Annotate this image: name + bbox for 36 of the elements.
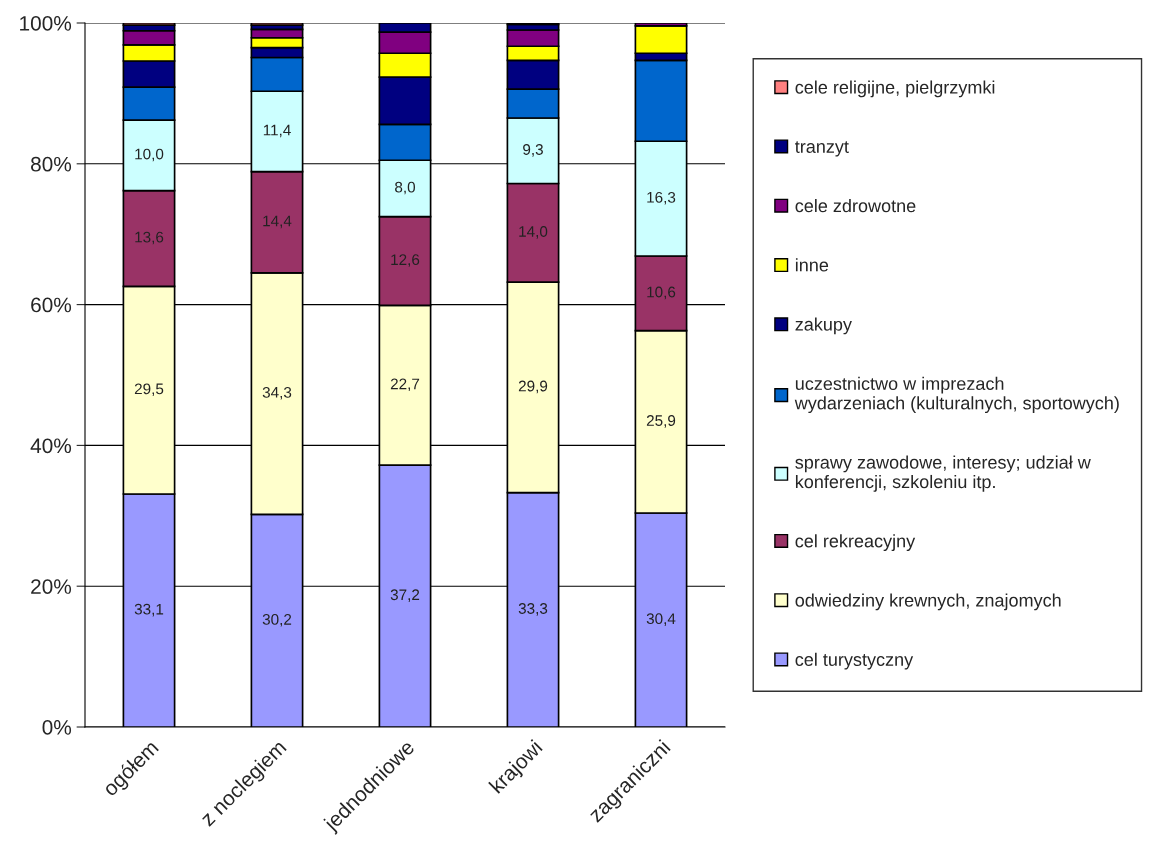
- data-label: 9,3: [523, 144, 543, 157]
- data-label: 33,3: [518, 603, 548, 616]
- legend-label: cele zdrowotne: [795, 198, 916, 213]
- legend-label: cele religijne, pielgrzymki: [795, 80, 995, 98]
- legend-label: sprawy zawodowe, interesy; udział w konferencji, szkoleniu itp.: [795, 455, 1091, 492]
- data-label: 12,6: [391, 254, 420, 267]
- legend-label: inne: [795, 258, 829, 272]
- data-label: 13,6: [135, 231, 164, 245]
- y-tick-label: 100%: [20, 16, 72, 31]
- legend-label: cel rekreacyjny: [795, 534, 916, 552]
- legend-label: odwiedziny krewnych, znajomych: [795, 593, 1061, 611]
- data-label: 25,9: [646, 415, 676, 428]
- data-label: 14,0: [519, 226, 548, 239]
- data-label: 14,4: [263, 215, 292, 229]
- data-label: 29,5: [134, 383, 164, 397]
- y-tick-label: 20%: [31, 579, 72, 594]
- data-label: 8,0: [395, 181, 416, 195]
- y-tick-label: 0%: [42, 720, 72, 735]
- data-label: 34,3: [262, 386, 292, 400]
- data-label: 37,2: [390, 589, 420, 602]
- y-tick-label: 60%: [31, 297, 72, 313]
- data-label: 10,0: [135, 148, 164, 162]
- data-label: 16,3: [647, 191, 676, 205]
- data-label: 30,4: [646, 613, 676, 626]
- data-label: 30,2: [262, 613, 292, 627]
- legend-label: uczestnictwo w imprezach wydarzeniach (kulturalnych, sportowych): [794, 376, 1119, 414]
- data-label: 29,9: [518, 380, 548, 394]
- legend-label: tranzyt: [795, 141, 849, 157]
- y-tick-label: 80%: [31, 156, 72, 172]
- data-label: 11,4: [263, 124, 291, 138]
- legend-label: cel turystyczny: [795, 652, 914, 670]
- data-label: 33,1: [134, 603, 164, 617]
- y-tick-label: 40%: [30, 438, 72, 454]
- legend-label: zakupy: [795, 317, 852, 335]
- data-label: 10,6: [647, 286, 676, 300]
- data-label: 22,7: [390, 378, 420, 392]
